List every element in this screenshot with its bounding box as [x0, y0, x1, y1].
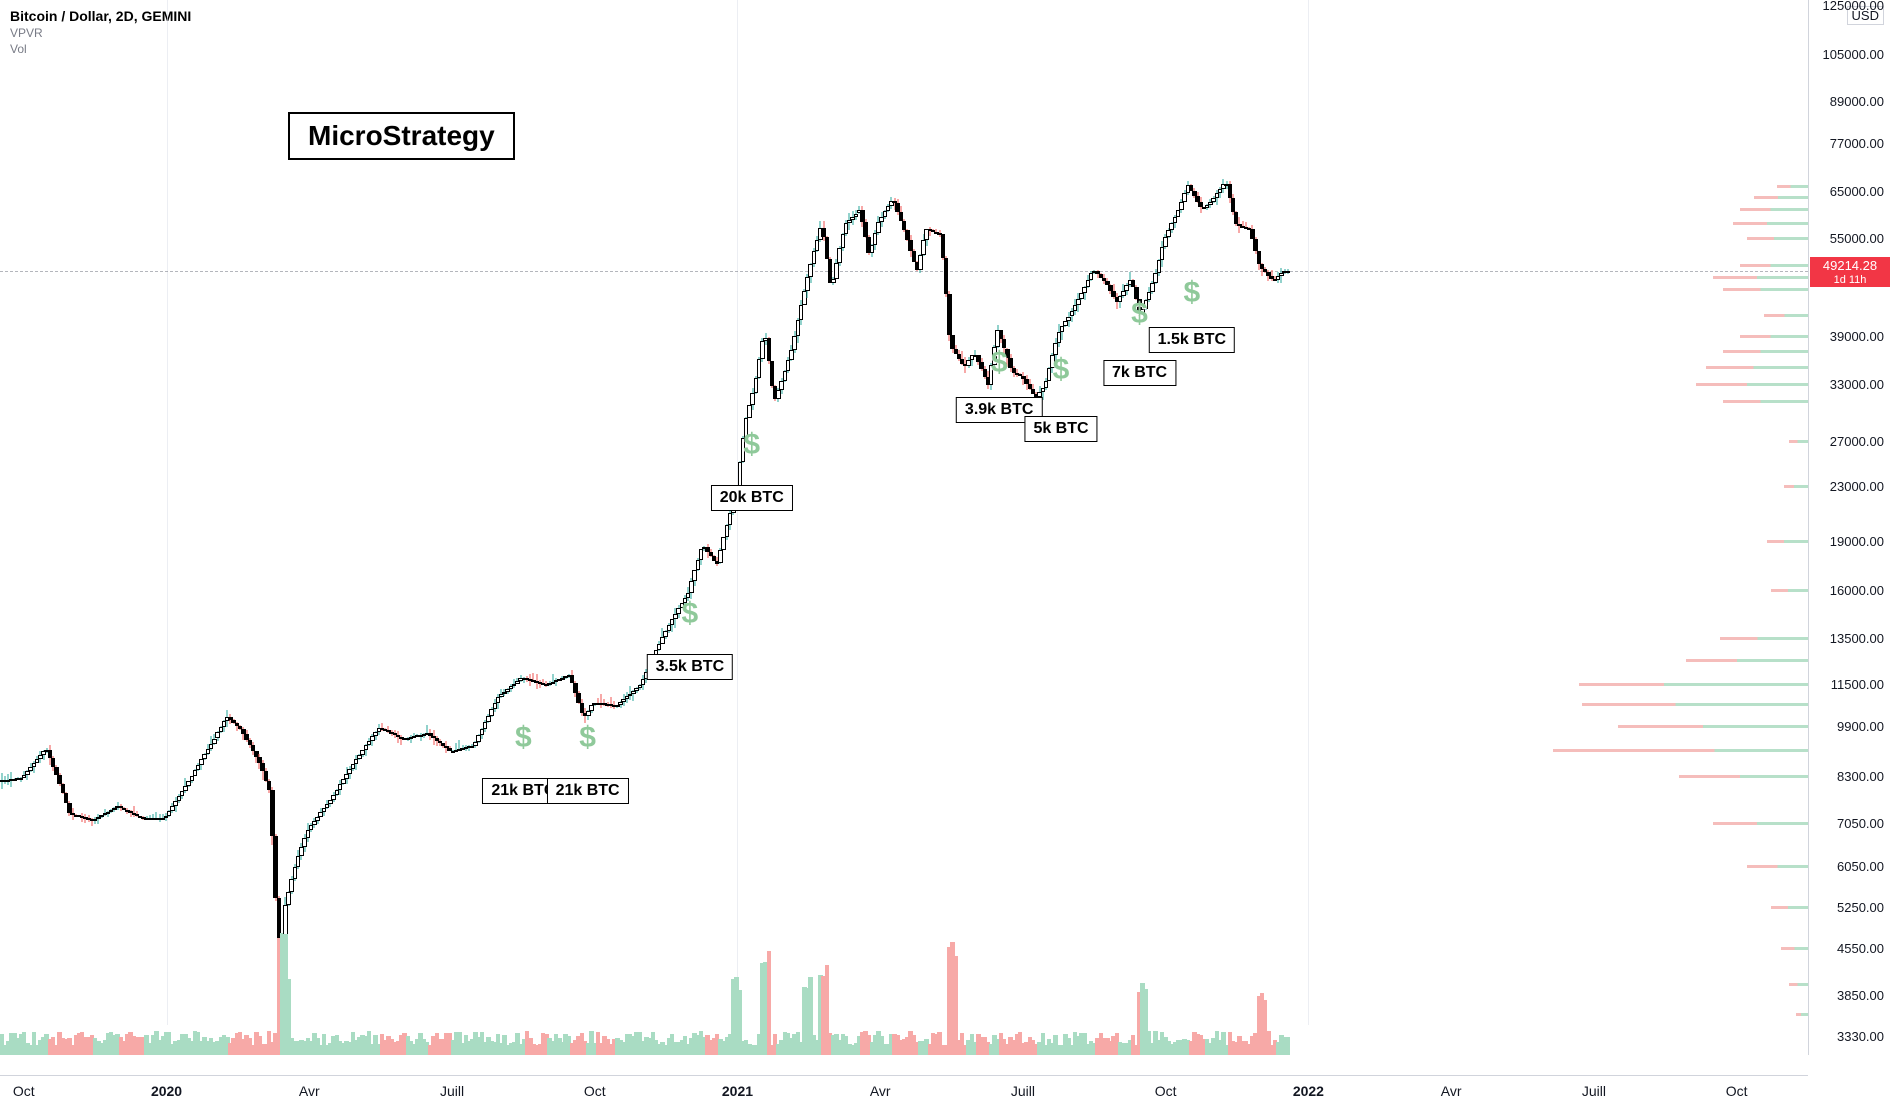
y-tick: 89000.00 — [1814, 94, 1884, 109]
y-axis[interactable]: USD 125000.00105000.0089000.0077000.0065… — [1808, 0, 1890, 1055]
dollar-icon: $ — [682, 597, 699, 631]
dollar-icon: $ — [991, 346, 1008, 380]
vpvr-row — [1553, 749, 1808, 752]
year-gridline — [167, 0, 168, 1025]
vpvr-row — [1777, 185, 1808, 188]
y-tick: 27000.00 — [1814, 434, 1884, 449]
purchase-annotation: 1.5k BTC — [1149, 327, 1235, 353]
current-price-line — [0, 271, 1808, 272]
vpvr-row — [1767, 540, 1808, 543]
vpvr-row — [1740, 264, 1808, 267]
vpvr-row — [1771, 906, 1808, 909]
dollar-icon: $ — [579, 721, 596, 755]
y-tick: 3330.00 — [1814, 1029, 1884, 1044]
vpvr-row — [1618, 725, 1808, 728]
vpvr-row — [1789, 983, 1808, 986]
y-tick: 7050.00 — [1814, 816, 1884, 831]
y-tick: 5250.00 — [1814, 900, 1884, 915]
vpvr-row — [1764, 314, 1808, 317]
volume-bar — [767, 951, 772, 1055]
vpvr-row — [1679, 775, 1808, 778]
x-axis[interactable]: Oct 2020 Avr Juill Oct 2021 Avr Juill Oct 2022 Avr… — [0, 1075, 1808, 1105]
purchase-annotation: 21k BTC — [547, 778, 629, 804]
y-tick: 4550.00 — [1814, 941, 1884, 956]
vpvr-row — [1740, 208, 1808, 211]
y-tick: 33000.00 — [1814, 377, 1884, 392]
y-tick: 23000.00 — [1814, 479, 1884, 494]
vpvr-row — [1686, 659, 1808, 662]
vpvr-row — [1713, 822, 1808, 825]
dollar-icon: $ — [1131, 297, 1148, 331]
x-tick: Avr — [299, 1083, 320, 1099]
x-tick: Oct — [584, 1083, 606, 1099]
vpvr-row — [1723, 400, 1808, 403]
y-tick: 77000.00 — [1814, 136, 1884, 151]
y-tick: 55000.00 — [1814, 231, 1884, 246]
x-tick: Oct — [13, 1083, 35, 1099]
y-tick: 13500.00 — [1814, 631, 1884, 646]
y-tick: 39000.00 — [1814, 329, 1884, 344]
vpvr-row — [1771, 589, 1808, 592]
x-tick: Oct — [1726, 1083, 1748, 1099]
dollar-icon: $ — [1184, 276, 1201, 310]
last-price-value: 49214.28 — [1823, 258, 1877, 273]
purchase-annotation: 7k BTC — [1103, 360, 1176, 386]
chart-root: Bitcoin / Dollar, 2D, GEMINI VPVR Vol Mi… — [0, 0, 1890, 1105]
x-tick: 2022 — [1293, 1083, 1324, 1099]
vpvr-row — [1747, 865, 1808, 868]
y-tick: 3850.00 — [1814, 988, 1884, 1003]
y-tick: 65000.00 — [1814, 184, 1884, 199]
vpvr-row — [1713, 276, 1808, 279]
y-tick: 125000.00 — [1814, 0, 1884, 13]
purchase-annotation: 3.5k BTC — [647, 654, 733, 680]
y-tick: 6050.00 — [1814, 859, 1884, 874]
y-tick: 9900.00 — [1814, 719, 1884, 734]
vpvr-row — [1582, 703, 1808, 706]
vpvr-row — [1747, 237, 1808, 240]
countdown-label: 1d 11h — [1810, 273, 1890, 287]
vpvr-row — [1781, 947, 1808, 950]
vpvr-row — [1723, 350, 1808, 353]
x-tick: Juill — [1011, 1083, 1035, 1099]
vpvr-row — [1740, 335, 1808, 338]
x-tick: Juill — [440, 1083, 464, 1099]
y-tick: 19000.00 — [1814, 534, 1884, 549]
y-tick: 16000.00 — [1814, 583, 1884, 598]
y-tick: 105000.00 — [1814, 47, 1884, 62]
vpvr-row — [1723, 288, 1808, 291]
plot-area[interactable]: $21k BTC$21k BTC$3.5k BTC$20k BTC$3.9k B… — [0, 0, 1808, 1055]
purchase-annotation: 20k BTC — [711, 485, 793, 511]
x-tick: Oct — [1155, 1083, 1177, 1099]
vpvr-row — [1754, 196, 1808, 199]
volume-bar — [1286, 1037, 1291, 1055]
x-tick: 2020 — [151, 1083, 182, 1099]
x-tick: Avr — [1441, 1083, 1462, 1099]
x-tick: 2021 — [722, 1083, 753, 1099]
dollar-icon: $ — [1053, 353, 1070, 387]
x-tick: Avr — [870, 1083, 891, 1099]
vpvr-row — [1789, 440, 1808, 443]
last-price-label: 49214.281d 11h — [1810, 257, 1890, 287]
dollar-icon: $ — [515, 721, 532, 755]
year-gridline — [1308, 0, 1309, 1025]
vpvr-row — [1706, 366, 1808, 369]
x-tick: Juill — [1582, 1083, 1606, 1099]
purchase-annotation: 5k BTC — [1024, 416, 1097, 442]
year-gridline — [737, 0, 738, 1025]
vpvr-row — [1696, 383, 1808, 386]
vpvr-row — [1720, 637, 1808, 640]
vpvr-row — [1579, 683, 1809, 686]
dollar-icon: $ — [743, 428, 760, 462]
vpvr-row — [1733, 222, 1808, 225]
y-tick: 11500.00 — [1814, 677, 1884, 692]
vpvr-row — [1796, 1013, 1808, 1016]
vpvr-row — [1784, 485, 1808, 488]
y-tick: 8300.00 — [1814, 769, 1884, 784]
